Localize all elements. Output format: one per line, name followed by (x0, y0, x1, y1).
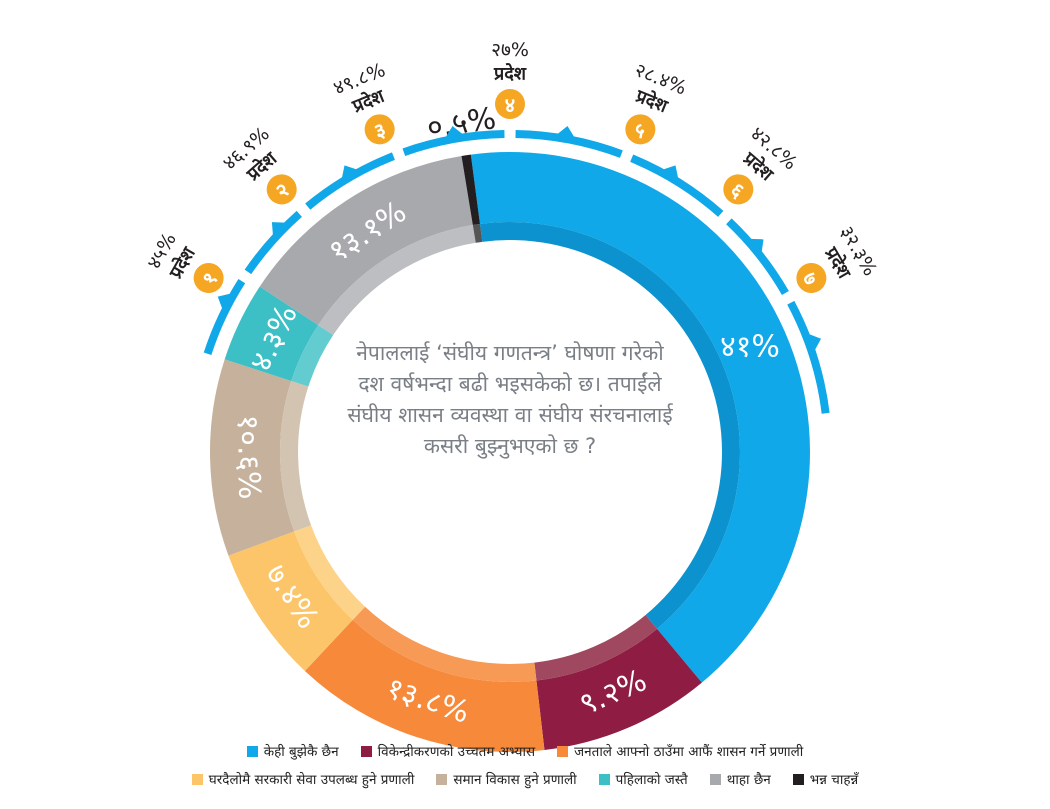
legend-item-8: भन्न चाहन्नँ (792, 770, 859, 788)
province-badge-3 (364, 114, 395, 145)
legend-label-7: थाहा छैन (726, 772, 771, 788)
province-name-4: प्रदेश (493, 63, 527, 85)
arc-tick-7 (750, 238, 764, 253)
slice-inner-5 (280, 380, 312, 532)
province-3: ३प्रदेश४९.८% (330, 59, 395, 145)
arc-segment-6 (630, 154, 724, 217)
donut-slices (210, 152, 811, 752)
legend-label-1: केही बुझेकै छैन (263, 744, 339, 760)
legend-item-4: घरदैलोमै सरकारी सेवा उपलब्ध हुने प्रणाली (191, 770, 415, 788)
slice-label-5: १०.६% (230, 414, 267, 500)
province-5: ५प्रदेश२८.४% (625, 59, 690, 145)
legend-swatch-7 (709, 773, 721, 785)
arc-segment-4 (402, 130, 505, 157)
slice-2 (536, 628, 702, 751)
province-badge-5 (625, 114, 656, 145)
province-number-4: ४ (505, 93, 515, 117)
province-4: ४ प्रदेश२७% (491, 39, 529, 119)
arc-segment-1 (203, 278, 246, 355)
province-arc (203, 126, 830, 414)
arc-tick-6 (662, 165, 679, 179)
legend: केही बुझेकै छैन विकेन्द्रीकरणको उच्चतम अभ… (0, 742, 1050, 798)
arc-segment-3 (305, 152, 395, 210)
legend-row-1: केही बुझेकै छैन विकेन्द्रीकरणको उच्चतम अभ… (0, 742, 1050, 760)
slice-3 (304, 619, 545, 752)
arc-segment-5 (515, 130, 623, 158)
legend-swatch-3 (557, 745, 569, 757)
province-badge-7 (796, 263, 827, 293)
slice-inner-6 (291, 325, 334, 387)
legend-swatch-8 (792, 773, 804, 785)
legend-swatch-5 (436, 773, 448, 785)
legend-item-1: केही बुझेकै छैन (246, 742, 339, 760)
legend-swatch-4 (191, 773, 203, 785)
legend-label-2: विकेन्द्रीकरणको उच्चतम अभ्यास (377, 744, 536, 760)
slice-6 (224, 286, 319, 381)
legend-swatch-2 (360, 745, 372, 757)
slice-7 (259, 155, 473, 326)
slice-4 (228, 531, 353, 671)
slice-inner-8 (472, 223, 483, 243)
slice-inner-7 (318, 225, 476, 336)
slice-1 (470, 152, 811, 683)
arc-tick-1 (217, 293, 231, 310)
arc-tick-4 (445, 126, 464, 138)
legend-row-2: घरदैलोमै सरकारी सेवा उपलब्ध हुने प्रणाली… (0, 770, 1050, 788)
legend-item-7: थाहा छैन (709, 770, 771, 788)
legend-item-2: विकेन्द्रीकरणको उच्चतम अभ्यास (360, 742, 536, 760)
slice-8 (461, 154, 480, 226)
province-1: १प्रदेश४५% (143, 229, 224, 293)
arc-tick-8 (808, 333, 822, 351)
slice-5 (210, 359, 295, 556)
province-6: ६प्रदेश४२.८% (723, 123, 801, 205)
legend-swatch-1 (246, 745, 258, 757)
chart-question: नेपाललाई ‘संघीय गणतन्त्र’ घोषणा गरेको दश… (347, 341, 673, 458)
province-2: २प्रदेश४६.९% (219, 123, 297, 205)
arc-segment-7 (726, 218, 789, 296)
legend-label-6: पहिलाको जस्तै (615, 772, 688, 788)
arc-segment-2 (244, 210, 302, 275)
legend-swatch-6 (598, 773, 610, 785)
slice-label-1: ४१% (720, 329, 780, 364)
slice-inner-4 (294, 525, 366, 620)
legend-item-6: पहिलाको जस्तै (598, 770, 688, 788)
legend-item-3: जनताले आफ्नो ठाउँमा आफैं शासन गर्ने प्रण… (557, 742, 803, 760)
slice-inner-3 (352, 606, 537, 682)
province-value-4: २७% (491, 39, 529, 61)
legend-label-3: जनताले आफ्नो ठाउँमा आफैं शासन गर्ने प्रण… (574, 744, 804, 760)
legend-label-5: समान विकास हुने प्रणाली (453, 772, 577, 788)
arc-tick-2 (271, 222, 286, 236)
slice-inner-2 (534, 614, 658, 681)
arc-tick-3 (341, 165, 358, 179)
province-badge-4 (495, 89, 525, 119)
province-7: ७प्रदेश३२.३% (796, 222, 881, 293)
province-badge-1 (193, 263, 224, 293)
arc-segment-8 (787, 300, 830, 414)
legend-label-8: भन्न चाहन्नँ (809, 772, 859, 788)
province-badge-6 (723, 174, 754, 205)
legend-label-4: घरदैलोमै सरकारी सेवा उपलब्ध हुने प्रणाली (208, 772, 415, 788)
province-badge-2 (266, 174, 297, 205)
arc-tick-5 (556, 126, 575, 138)
legend-item-5: समान विकास हुने प्रणाली (436, 770, 577, 788)
